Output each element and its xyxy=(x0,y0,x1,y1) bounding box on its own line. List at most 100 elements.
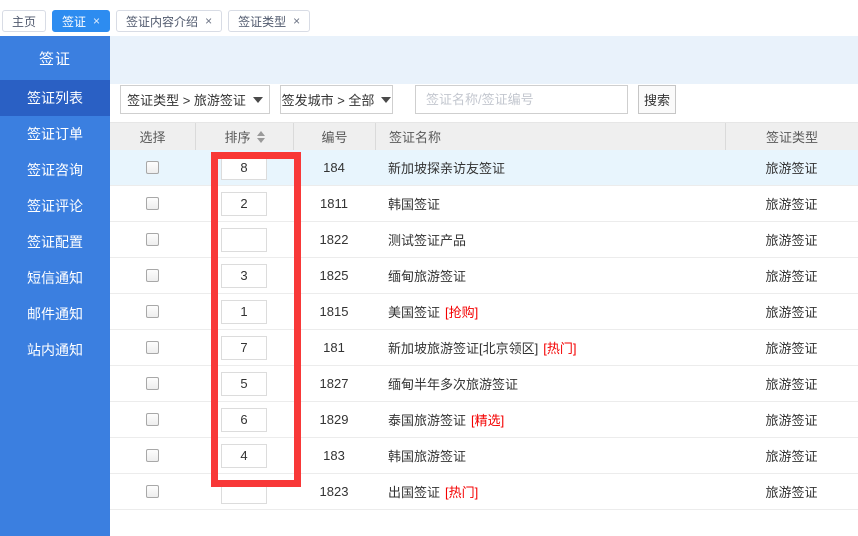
cell-id: 184 xyxy=(323,160,345,175)
promo-tag: [抢购] xyxy=(445,305,479,320)
tab-签证[interactable]: 签证 × xyxy=(52,10,111,32)
cell-id: 1823 xyxy=(319,484,349,499)
cell-sort xyxy=(195,438,293,473)
cell-name: 测试签证产品 xyxy=(375,222,725,257)
sort-order-input[interactable] xyxy=(221,407,267,432)
cell-name: 新加坡旅游签证[北京领区] [热门] xyxy=(375,330,725,365)
column-header-name: 签证名称 xyxy=(375,123,725,150)
row-checkbox[interactable] xyxy=(146,485,159,498)
cell-name: 缅甸旅游签证 xyxy=(375,258,725,293)
visa-name: 韩国签证 xyxy=(388,197,441,212)
sort-order-input[interactable] xyxy=(221,299,267,324)
tab-主页[interactable]: 主页 xyxy=(2,10,47,32)
table-row: 1811 韩国签证 旅游签证 xyxy=(110,186,858,222)
cell-sort xyxy=(195,402,293,437)
table-row: 1815 美国签证 [抢购] 旅游签证 xyxy=(110,294,858,330)
column-header-label: 签证类型 xyxy=(765,130,818,145)
sidebar-header: 签证 xyxy=(38,50,71,68)
cell-sort xyxy=(195,330,293,365)
row-checkbox[interactable] xyxy=(146,449,159,462)
content-top-band xyxy=(110,36,858,84)
cell-sort xyxy=(195,474,293,509)
sidebar-item-签证咨询[interactable]: 签证咨询 xyxy=(27,162,83,178)
column-header-label: 签证名称 xyxy=(389,130,442,145)
cell-select xyxy=(110,186,195,221)
sidebar: 签证 签证列表签证订单签证咨询签证评论签证配置短信通知邮件通知站内通知 xyxy=(0,36,110,536)
tab-bar: 主页 签证 × 签证内容介绍 × 签证类型 × xyxy=(0,0,858,36)
visa-name: 新加坡旅游签证[北京领区] xyxy=(388,341,539,356)
cell-id: 1815 xyxy=(319,304,349,319)
sidebar-item-签证评论[interactable]: 签证评论 xyxy=(27,198,83,214)
sort-order-input[interactable] xyxy=(221,335,267,360)
table-row: 1823 出国签证 [热门] 旅游签证 xyxy=(110,474,858,510)
cell-sort xyxy=(195,366,293,401)
search-input[interactable] xyxy=(415,85,628,114)
row-checkbox[interactable] xyxy=(146,233,159,246)
sort-order-input[interactable] xyxy=(221,263,267,288)
cell-type: 旅游签证 xyxy=(765,485,818,500)
sidebar-item-短信通知[interactable]: 短信通知 xyxy=(27,270,83,286)
tab-签证类型[interactable]: 签证类型 × xyxy=(228,10,311,32)
column-header-type: 签证类型 xyxy=(725,123,858,150)
cell-id: 183 xyxy=(323,448,345,463)
issue-city-filter-label: 签发城市 > 全部 xyxy=(281,93,375,108)
cell-type: 旅游签证 xyxy=(765,269,818,284)
row-checkbox[interactable] xyxy=(146,269,159,282)
sort-order-input[interactable] xyxy=(221,443,267,468)
cell-type: 旅游签证 xyxy=(765,341,818,356)
sort-order-input[interactable] xyxy=(221,371,267,396)
cell-sort xyxy=(195,222,293,257)
search-button-label: 搜索 xyxy=(643,93,670,108)
tab-label: 签证 xyxy=(62,14,87,29)
close-icon[interactable]: × xyxy=(205,14,213,28)
cell-id: 1827 xyxy=(319,376,349,391)
sidebar-item-签证配置[interactable]: 签证配置 xyxy=(27,234,83,250)
tab-签证内容介绍[interactable]: 签证内容介绍 × xyxy=(116,10,223,32)
tab-label: 签证内容介绍 xyxy=(126,14,199,29)
cell-id: 181 xyxy=(323,340,345,355)
row-checkbox[interactable] xyxy=(146,413,159,426)
cell-select xyxy=(110,150,195,185)
chevron-down-icon xyxy=(381,96,392,103)
sidebar-item-签证列表[interactable]: 签证列表 xyxy=(0,80,110,116)
column-header-label: 编号 xyxy=(321,130,348,145)
cell-id: 1822 xyxy=(319,232,349,247)
row-checkbox[interactable] xyxy=(146,305,159,318)
sidebar-item-签证订单[interactable]: 签证订单 xyxy=(27,126,83,142)
cell-select xyxy=(110,402,195,437)
cell-type: 旅游签证 xyxy=(765,233,818,248)
row-checkbox[interactable] xyxy=(146,377,159,390)
table-row: 1827 缅甸半年多次旅游签证 旅游签证 xyxy=(110,366,858,402)
cell-select xyxy=(110,438,195,473)
sort-order-input[interactable] xyxy=(221,227,267,252)
column-header-select: 选择 xyxy=(110,123,195,150)
promo-tag: [精选] xyxy=(471,413,505,428)
cell-id: 1811 xyxy=(320,196,348,211)
visa-type-filter-dropdown[interactable]: 签证类型 > 旅游签证 xyxy=(120,85,270,114)
sort-order-input[interactable] xyxy=(221,155,267,180)
row-checkbox[interactable] xyxy=(146,197,159,210)
close-icon[interactable]: × xyxy=(293,14,301,28)
close-icon[interactable]: × xyxy=(93,14,101,28)
issue-city-filter-dropdown[interactable]: 签发城市 > 全部 xyxy=(280,85,393,114)
sort-arrows-icon[interactable] xyxy=(256,130,265,143)
sort-order-input[interactable] xyxy=(221,479,267,504)
sidebar-item-邮件通知[interactable]: 邮件通知 xyxy=(27,306,83,322)
tab-label: 主页 xyxy=(12,14,37,29)
sort-order-input[interactable] xyxy=(221,191,267,216)
cell-type: 旅游签证 xyxy=(765,161,818,176)
cell-name: 新加坡探亲访友签证 xyxy=(375,150,725,185)
cell-name: 美国签证 [抢购] xyxy=(375,294,725,329)
chevron-down-icon xyxy=(252,96,263,103)
row-checkbox[interactable] xyxy=(146,161,159,174)
visa-name: 缅甸旅游签证 xyxy=(388,269,467,284)
promo-tag: [热门] xyxy=(445,485,479,500)
cell-sort xyxy=(195,294,293,329)
cell-name: 韩国旅游签证 xyxy=(375,438,725,473)
row-checkbox[interactable] xyxy=(146,341,159,354)
table-row: 1825 缅甸旅游签证 旅游签证 xyxy=(110,258,858,294)
sidebar-item-站内通知[interactable]: 站内通知 xyxy=(27,342,83,358)
search-button[interactable]: 搜索 xyxy=(638,85,676,114)
column-header-sort[interactable]: 排序 xyxy=(195,123,293,150)
visa-name: 美国签证 xyxy=(388,305,441,320)
